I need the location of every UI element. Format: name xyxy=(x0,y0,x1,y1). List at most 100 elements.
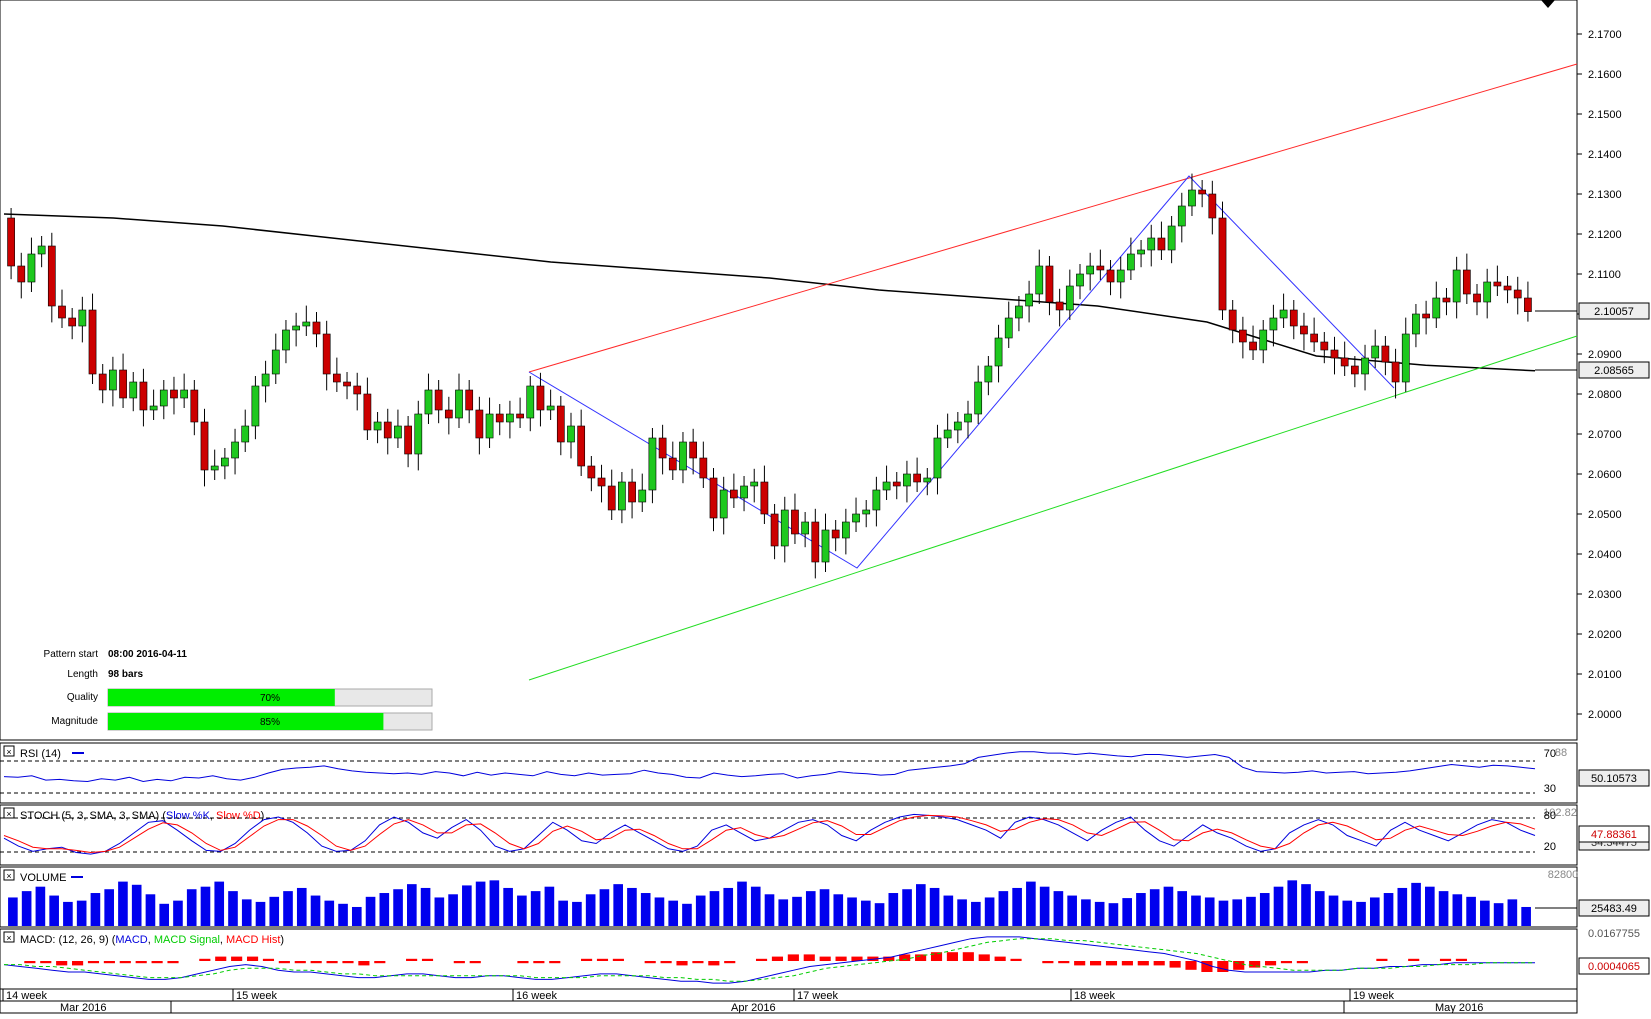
price-tick-label: 2.0000 xyxy=(1588,709,1622,721)
week-label: 15 week xyxy=(236,990,277,1002)
candle-body xyxy=(1289,309,1298,327)
candle-body xyxy=(353,385,362,395)
candle-body xyxy=(1147,237,1156,251)
volume-close-icon[interactable] xyxy=(3,869,15,881)
length-value: 98 bars xyxy=(108,669,143,680)
candle-body xyxy=(159,389,168,407)
last-price-box xyxy=(1578,302,1650,320)
volume-bar xyxy=(489,880,500,926)
candle-body xyxy=(862,509,871,515)
candle-body xyxy=(1432,297,1441,319)
candle-body xyxy=(974,381,983,415)
candle-body xyxy=(811,521,820,563)
candle-body xyxy=(953,421,962,431)
macd-hist-bar xyxy=(358,961,370,966)
quality-bar-fill xyxy=(108,689,335,706)
volume-bar xyxy=(627,887,637,926)
macd-value-box xyxy=(1578,957,1650,975)
volume-bar xyxy=(1122,898,1132,926)
volume-bar xyxy=(296,887,307,926)
volume-bar xyxy=(1053,891,1064,926)
volume-bar xyxy=(324,900,335,926)
price-pane: 2.1700 2.1600 2.1500 2.1400 2.1300 2.1200 2.11… xyxy=(0,0,1650,741)
rsi-close-icon[interactable] xyxy=(3,745,15,757)
macd-hist-bar xyxy=(453,961,465,964)
volume-top-label: 82800 xyxy=(1548,869,1579,881)
candle-body xyxy=(638,489,647,503)
macd-close-icon[interactable] xyxy=(3,931,15,943)
scroll-end-marker-icon[interactable] xyxy=(1541,0,1555,8)
candle-body xyxy=(1513,289,1522,299)
candle-body xyxy=(424,389,433,415)
month-label: May 2016 xyxy=(1435,1002,1483,1014)
candle-body xyxy=(1218,217,1227,311)
candle-body xyxy=(1096,265,1105,271)
candle-body xyxy=(98,373,107,391)
length-label: Length xyxy=(67,669,98,680)
candle-body xyxy=(831,529,840,539)
stoch-title-suffix: ) xyxy=(261,810,265,822)
rsi-line xyxy=(3,751,1536,783)
volume-bar xyxy=(1356,901,1366,926)
volume-bar xyxy=(544,886,555,926)
candle-body xyxy=(139,381,148,411)
candle-body xyxy=(1330,349,1339,359)
price-pane-frame xyxy=(0,0,1578,741)
macd-top-label: 0.0167755 xyxy=(1588,928,1640,940)
volume-bars xyxy=(8,880,1531,926)
volume-bar xyxy=(35,886,46,926)
volume-close-glyph: × xyxy=(6,871,11,881)
volume-bar xyxy=(1081,899,1091,926)
pattern-info: Pattern start 08:00 2016-04-11 Length 98… xyxy=(44,649,433,731)
candle-body xyxy=(149,405,158,411)
volume-bar xyxy=(1259,893,1270,926)
stoch-title: STOCH (5, 3, SMA, 3, SMA) (Slow %K, Slow… xyxy=(20,810,264,822)
macd-title-prefix: MACD: (12, 26, 9) ( xyxy=(20,934,116,946)
candle-body xyxy=(1004,317,1013,339)
macd-hist-bar xyxy=(406,958,418,961)
price-tick-label: 2.0900 xyxy=(1588,349,1622,361)
macd-hist-bar xyxy=(1455,958,1467,961)
candle-body xyxy=(791,509,799,535)
rsi-value-box xyxy=(1578,769,1650,787)
candle-body xyxy=(1442,297,1451,303)
volume-bar xyxy=(104,889,114,926)
macd-hist-bar xyxy=(1042,961,1054,964)
volume-bar xyxy=(1411,882,1421,926)
macd-hist-bar xyxy=(644,961,656,964)
stoch-pane: × STOCH (5, 3, SMA, 3, SMA) (Slow %K, Sl… xyxy=(0,804,1650,866)
macd-hist-bar xyxy=(708,961,720,966)
volume-bar xyxy=(764,894,775,926)
volume-bar xyxy=(1273,886,1284,926)
volume-bar xyxy=(1026,881,1036,926)
candle-body xyxy=(200,421,209,471)
candle-body xyxy=(679,441,687,471)
macd-hist-bar xyxy=(596,958,609,961)
candle-body xyxy=(68,317,77,327)
week-label: 18 week xyxy=(1074,990,1115,1002)
candle-body xyxy=(1310,333,1318,343)
month-labels: Mar 2016 Apr 2016 May 2016 xyxy=(60,1001,1483,1014)
candle-body xyxy=(251,385,260,427)
candle-body xyxy=(1177,205,1186,227)
candle-body xyxy=(47,245,56,307)
volume-value-label: 25483.49 xyxy=(1591,903,1637,915)
stoch-close-glyph: × xyxy=(6,809,11,819)
price-tick-label: 2.1200 xyxy=(1588,229,1622,241)
volume-bar xyxy=(1425,886,1435,926)
macd-hist-bar xyxy=(755,958,768,961)
macd-hist-bar xyxy=(246,956,259,961)
macd-hist-bar xyxy=(835,956,847,961)
macd-hist-bar xyxy=(262,958,275,961)
price-tick-label: 2.0100 xyxy=(1588,669,1622,681)
candle-body xyxy=(241,425,250,443)
candles xyxy=(7,173,1532,579)
candle-body xyxy=(964,413,972,423)
stoch-title-prefix: STOCH (5, 3, SMA, 3, SMA) ( xyxy=(20,810,166,822)
volume-bar xyxy=(737,881,747,926)
volume-bar xyxy=(1383,893,1394,926)
candle-body xyxy=(363,393,372,431)
volume-bar xyxy=(475,881,486,926)
volume-bar xyxy=(1438,891,1449,926)
candle-body xyxy=(1452,269,1461,303)
